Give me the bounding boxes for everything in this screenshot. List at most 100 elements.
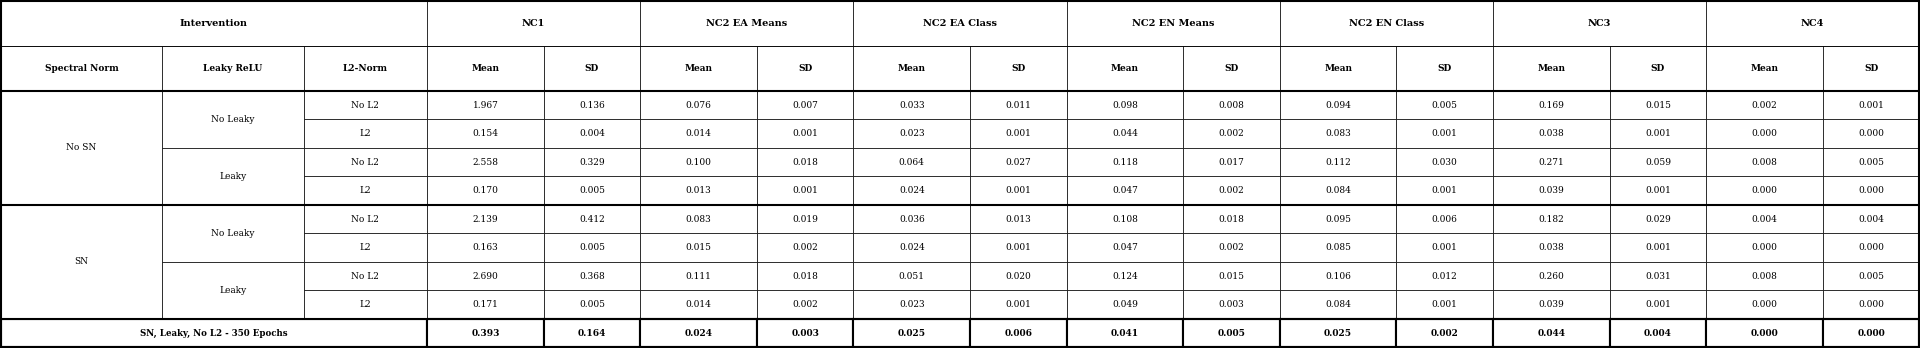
Text: 0.025: 0.025: [1325, 329, 1352, 338]
Bar: [1281, 91, 1396, 119]
Bar: [426, 233, 543, 262]
Text: 0.031: 0.031: [1645, 271, 1670, 280]
Text: 0.013: 0.013: [685, 186, 712, 195]
Text: 0.112: 0.112: [1325, 158, 1352, 167]
Bar: [1068, 205, 1183, 233]
Bar: [1494, 148, 1609, 176]
Bar: [0, 1, 426, 46]
Text: 0.083: 0.083: [685, 215, 712, 223]
Text: 0.029: 0.029: [1645, 215, 1670, 223]
Bar: [756, 148, 852, 176]
Bar: [426, 91, 543, 119]
Text: 0.000: 0.000: [1859, 243, 1884, 252]
Bar: [1609, 319, 1707, 347]
Text: 0.006: 0.006: [1432, 215, 1457, 223]
Text: 0.001: 0.001: [1432, 300, 1457, 309]
Text: 0.000: 0.000: [1751, 329, 1778, 338]
Text: 0.084: 0.084: [1325, 300, 1352, 309]
Text: 0.012: 0.012: [1432, 271, 1457, 280]
Text: 0.271: 0.271: [1538, 158, 1565, 167]
Bar: [1183, 148, 1281, 176]
Text: 0.064: 0.064: [899, 158, 925, 167]
Text: 0.015: 0.015: [1645, 101, 1670, 110]
Bar: [1183, 319, 1281, 347]
Text: 0.001: 0.001: [1645, 186, 1670, 195]
Text: 0.018: 0.018: [793, 158, 818, 167]
Text: No L2: No L2: [351, 271, 380, 280]
Bar: [1281, 262, 1396, 290]
Bar: [1609, 233, 1707, 262]
Bar: [0, 46, 163, 91]
Text: SD: SD: [1438, 64, 1452, 73]
Text: 0.001: 0.001: [1006, 243, 1031, 252]
Text: 0.002: 0.002: [1751, 101, 1778, 110]
Bar: [1609, 91, 1707, 119]
Bar: [1281, 205, 1396, 233]
Bar: [1822, 233, 1920, 262]
Text: Mean: Mean: [1325, 64, 1352, 73]
Bar: [1494, 262, 1609, 290]
Text: 0.171: 0.171: [472, 300, 499, 309]
Bar: [543, 319, 639, 347]
Bar: [970, 262, 1068, 290]
Bar: [639, 46, 756, 91]
Text: 0.047: 0.047: [1112, 186, 1139, 195]
Bar: [639, 1, 852, 46]
Text: 0.076: 0.076: [685, 101, 712, 110]
Text: 0.049: 0.049: [1112, 300, 1139, 309]
Bar: [1822, 262, 1920, 290]
Bar: [639, 91, 756, 119]
Text: 0.005: 0.005: [580, 243, 605, 252]
Bar: [426, 176, 543, 205]
Bar: [426, 262, 543, 290]
Text: 2.558: 2.558: [472, 158, 499, 167]
Bar: [543, 176, 639, 205]
Bar: [0, 91, 163, 205]
Bar: [970, 46, 1068, 91]
Text: 0.015: 0.015: [1219, 271, 1244, 280]
Text: 0.020: 0.020: [1006, 271, 1031, 280]
Text: 0.108: 0.108: [1112, 215, 1139, 223]
Text: 0.003: 0.003: [1219, 300, 1244, 309]
Bar: [1707, 176, 1822, 205]
Text: NC2 EA Class: NC2 EA Class: [924, 19, 996, 28]
Bar: [1396, 262, 1494, 290]
Bar: [1609, 262, 1707, 290]
Bar: [1183, 46, 1281, 91]
Bar: [1822, 319, 1920, 347]
Text: 0.008: 0.008: [1751, 271, 1778, 280]
Bar: [1068, 91, 1183, 119]
Bar: [1707, 91, 1822, 119]
Text: 0.001: 0.001: [1006, 186, 1031, 195]
Bar: [426, 1, 639, 46]
Text: 0.059: 0.059: [1645, 158, 1670, 167]
Text: Mean: Mean: [1751, 64, 1778, 73]
Text: 0.154: 0.154: [472, 129, 499, 138]
Text: 0.000: 0.000: [1751, 129, 1778, 138]
Bar: [426, 290, 543, 319]
Text: 0.030: 0.030: [1432, 158, 1457, 167]
Bar: [1822, 148, 1920, 176]
Text: Leaky ReLU: Leaky ReLU: [204, 64, 263, 73]
Bar: [1707, 46, 1822, 91]
Bar: [303, 233, 426, 262]
Text: No L2: No L2: [351, 101, 380, 110]
Text: NC3: NC3: [1588, 19, 1611, 28]
Text: SD: SD: [1864, 64, 1878, 73]
Text: 0.039: 0.039: [1538, 300, 1565, 309]
Text: SD: SD: [1012, 64, 1025, 73]
Bar: [756, 233, 852, 262]
Text: 0.044: 0.044: [1538, 329, 1565, 338]
Bar: [1494, 119, 1609, 148]
Text: 0.002: 0.002: [1219, 243, 1244, 252]
Text: 0.004: 0.004: [1859, 215, 1884, 223]
Bar: [639, 262, 756, 290]
Bar: [970, 319, 1068, 347]
Text: 0.005: 0.005: [1217, 329, 1246, 338]
Bar: [639, 205, 756, 233]
Text: NC4: NC4: [1801, 19, 1824, 28]
Text: 0.004: 0.004: [1751, 215, 1778, 223]
Bar: [1281, 119, 1396, 148]
Bar: [970, 205, 1068, 233]
Bar: [543, 119, 639, 148]
